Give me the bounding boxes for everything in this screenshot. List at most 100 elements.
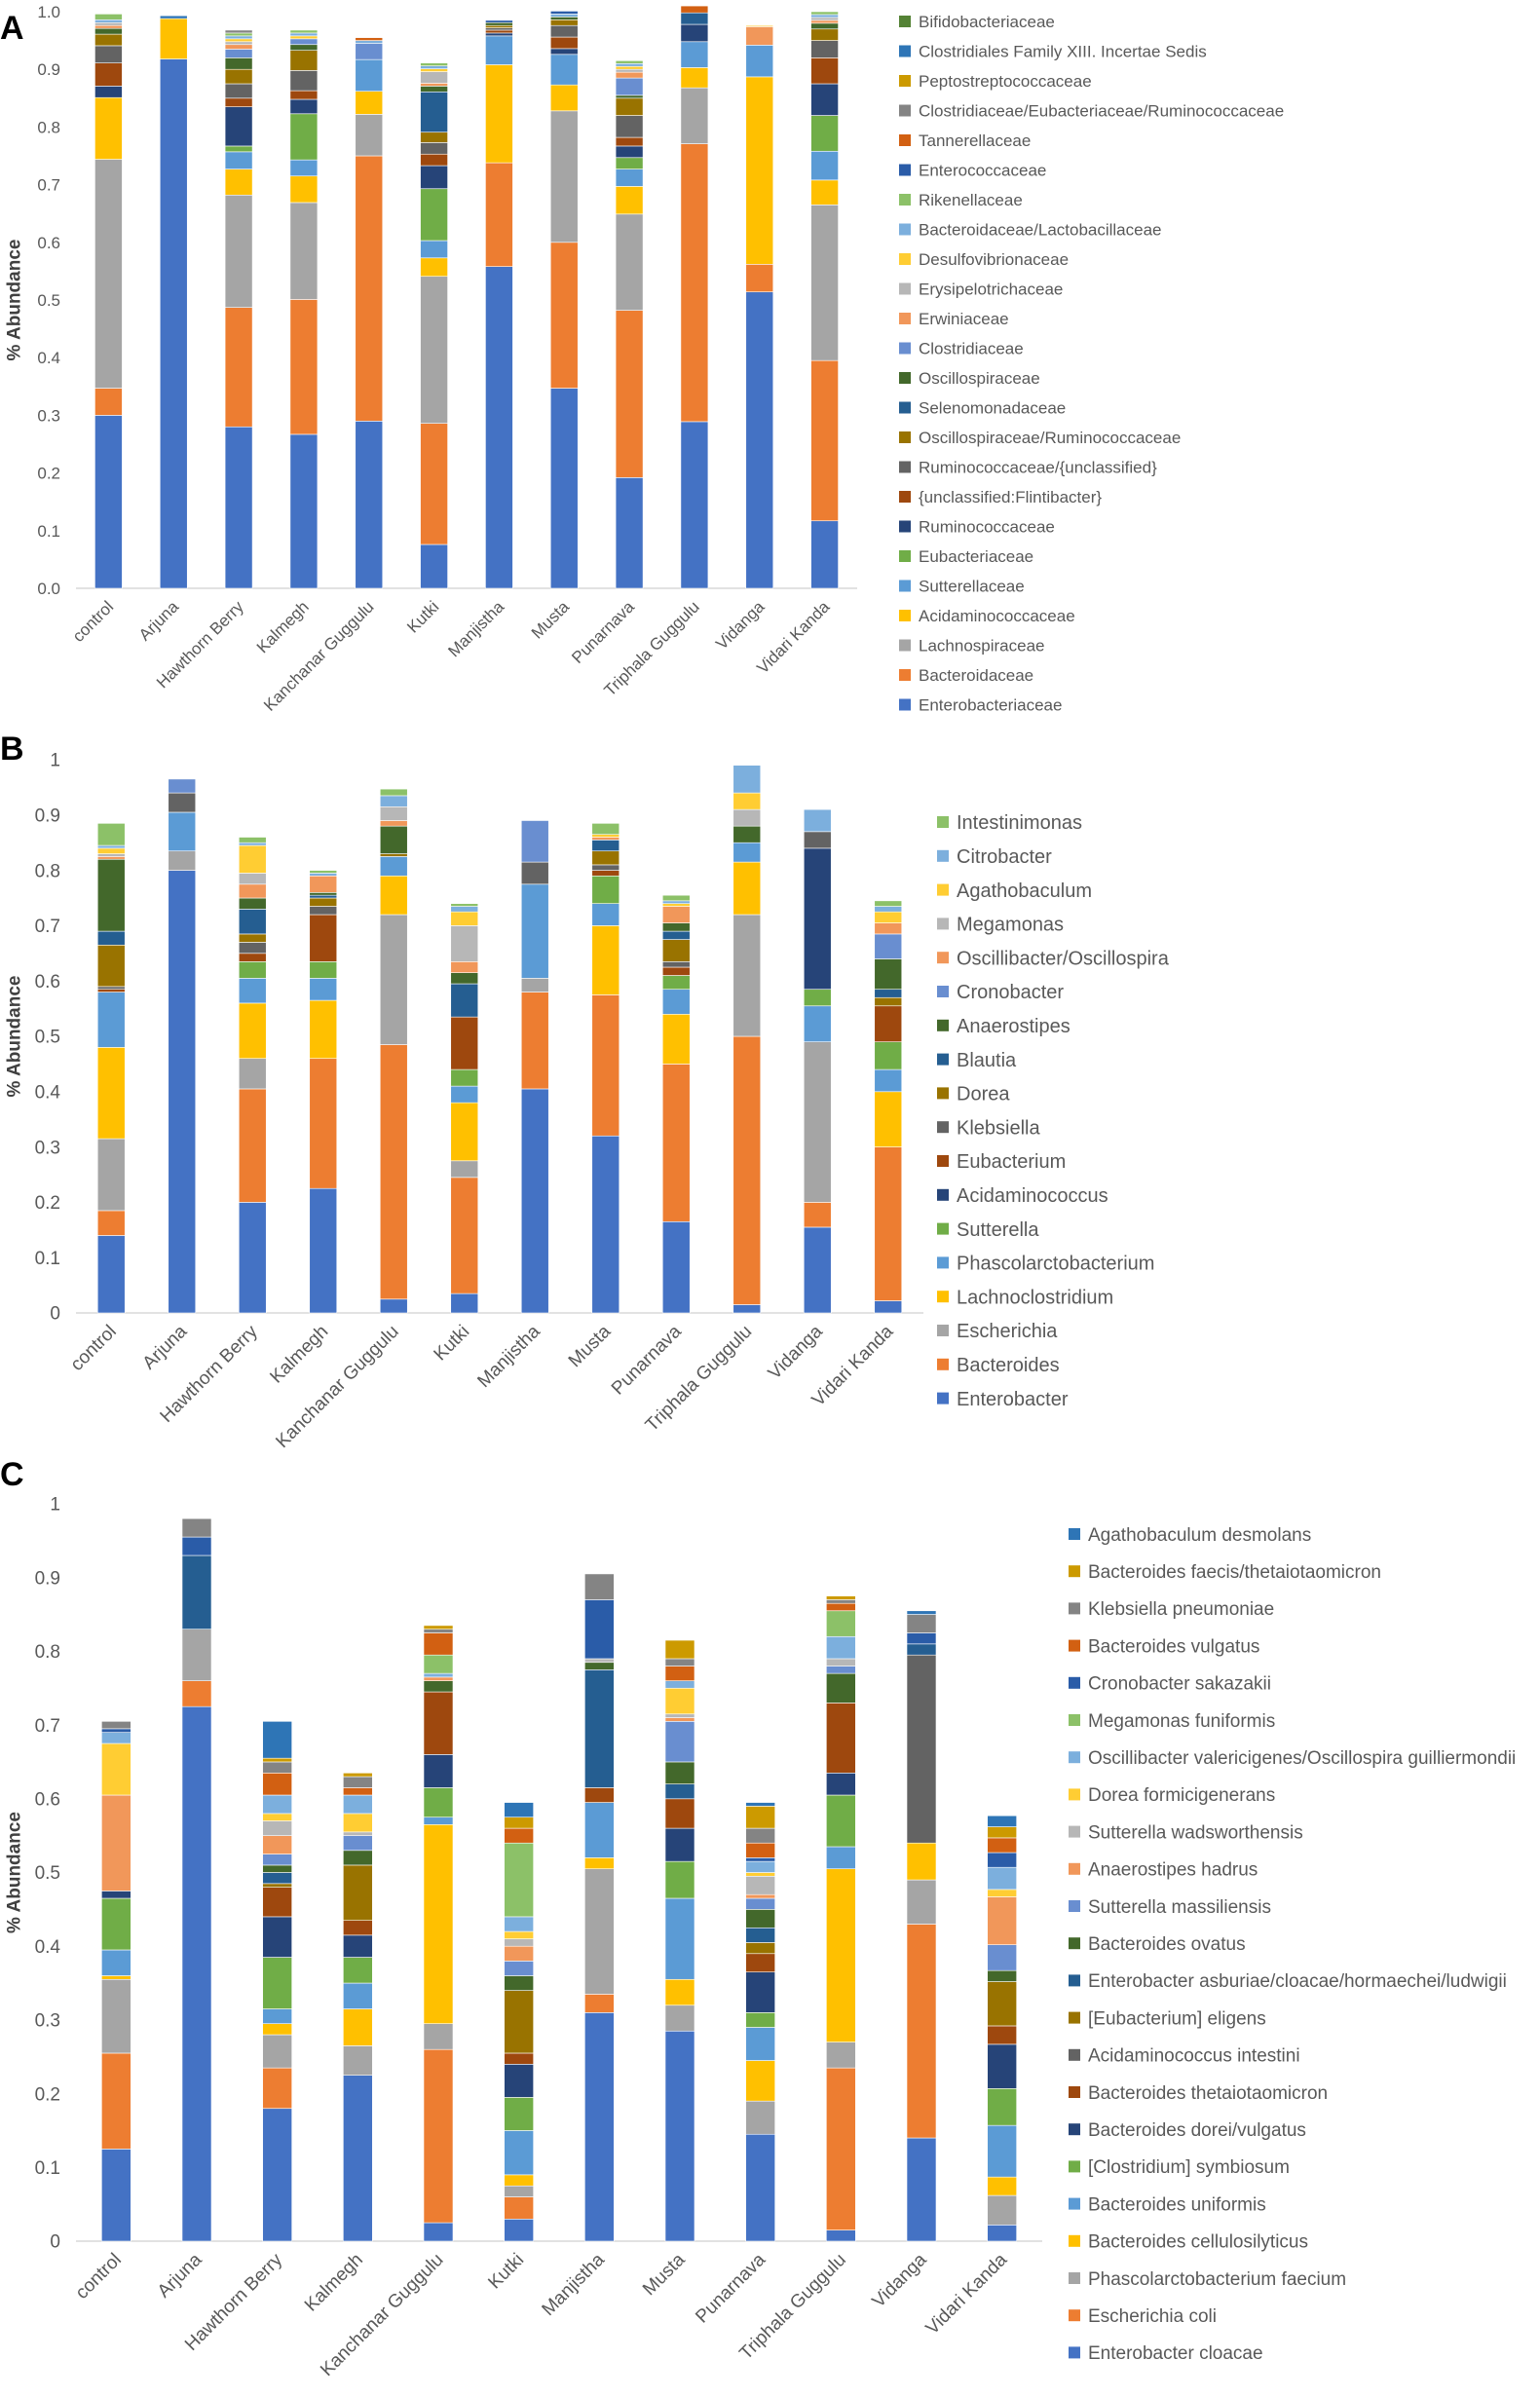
- panel-a-bar-manjistha-enterococcaceae: [485, 19, 513, 23]
- panel-a-legend-label-rikenellaceae: Rikenellaceae: [919, 191, 1023, 209]
- panel-b-x-tick-label: Punarnava: [608, 1321, 686, 1399]
- panel-c-bar-musta-dorea-formicigenerans: [664, 1687, 695, 1715]
- panel-b-x-tick-label: Manjistha: [473, 1321, 545, 1392]
- panel-b-bar-kanchanar-guggulu-escherichia: [379, 914, 408, 1045]
- panel-b-bar-manjistha-enterobacter: [520, 1088, 549, 1314]
- panel-a-bar-musta-bacteroidaceae: [549, 242, 579, 389]
- panel-c-legend-label-acidaminococcus-intestini: Acidaminococcus intestini: [1088, 2046, 1300, 2067]
- panel-c-bar-vidanga-phascolarctobacterium-faecium: [906, 1879, 937, 1925]
- panel-b-legend-label-enterobacter: Enterobacter: [957, 1389, 1069, 1410]
- panel-c-bar-hawthorn-berry-bacteroides-vulgatus: [262, 1773, 292, 1796]
- panel-a-legend-label-sutterellaceae: Sutterellaceae: [919, 578, 1025, 596]
- panel-a-bar-kutki-bacteroidaceae-lactobacillaceae: [420, 65, 448, 69]
- panel-a-bar-kalmegh-acidaminococcaceae: [289, 175, 319, 204]
- panel-a-legend-label-enterobacteriaceae: Enterobacteriaceae: [919, 696, 1062, 715]
- panel-c-legend-swatch-clostridium-symbiosum: [1069, 2160, 1080, 2173]
- panel-c-bar-arjuna-cronobacter-sakazakii: [181, 1536, 212, 1556]
- panel-c-legend-swatch-agathobaculum-desmolans: [1069, 1528, 1080, 1540]
- panel-c-bar-musta-sutterella-massiliensis: [664, 1721, 695, 1763]
- panel-c-bar-kutki-bacteroides-thetaiotaomicron: [504, 2052, 534, 2065]
- panel-a-bar-hawthorn-berry-oscillospiraceae-ruminococcaceae: [224, 68, 253, 85]
- panel-b-legend-label-eubacterium: Eubacterium: [957, 1151, 1066, 1173]
- panel-c-legend-label-bacteroides-dorei-vulgatus: Bacteroides dorei/vulgatus: [1088, 2120, 1306, 2141]
- panel-a-legend-label-clostridiales-family-xiii-incertae-sedis: Clostridiales Family XIII. Incertae Sedi…: [919, 43, 1207, 61]
- panel-c-bar-vidari-kanda-anaerostipes-hadrus: [987, 1896, 1017, 1945]
- panel-c-x-tick-label: Arjuna: [154, 2249, 207, 2302]
- panel-a-bar-vidari-kanda-eubacteriaceae: [810, 115, 839, 152]
- panel-a-legend-label-tannerellaceae: Tannerellaceae: [919, 131, 1031, 150]
- panel-b-bar-kutki-citrobacter: [450, 906, 479, 913]
- panel-a-legend-swatch-selenomonadaceae: [899, 401, 911, 414]
- panel-a-bar-punarnava-sutterellaceae: [615, 169, 644, 187]
- panel-c-bar-hawthorn-berry-klebsiella-pneumoniae: [262, 1761, 292, 1774]
- panel-a-bar-hawthorn-berry-oscillospiraceae: [224, 57, 253, 70]
- panel-c-bar-kalmegh-oscillibacter-valericigenes-oscillospira-guilliermondii: [343, 1794, 373, 1815]
- panel-c-legend-swatch-klebsiella-pneumoniae: [1069, 1602, 1080, 1615]
- panel-c-bar-kanchanar-guggulu-bacteroides-faecis-thetaiotaomicron: [423, 1625, 454, 1629]
- panel-a-bar-hawthorn-berry-rikenellaceae: [224, 32, 253, 37]
- panel-a-x-tick-label: Kutki: [403, 597, 442, 636]
- panel-a-legend-swatch-bifidobacteriaceae: [899, 16, 911, 27]
- panel-a-y-tick-label: 1.0: [37, 3, 60, 21]
- panel-a-y-tick-label: 0.6: [37, 234, 60, 252]
- panel-b-legend-swatch-blautia: [937, 1053, 949, 1066]
- panel-b-bar-manjistha-cronobacter: [520, 820, 549, 863]
- panel-b-bar-musta-sutterella: [591, 875, 620, 904]
- panel-c-legend-label-bacteroides-vulgatus: Bacteroides vulgatus: [1088, 1636, 1259, 1657]
- panel-b-legend-label-escherichia: Escherichia: [957, 1321, 1058, 1342]
- panel-c-chart: 0 0.1 0.2 0.3 0.4 0.5 0.6 0.7 0.8 0.9 1 % Abundance…: [5, 1495, 1517, 2380]
- panel-b-bar-punarnava-oscillibacter-oscillospira: [661, 906, 691, 923]
- panel-c-bar-control-oscillibacter-valericigenes-oscillospira-guilliermondii: [101, 1732, 131, 1744]
- panel-a-bar-punarnava-ruminococcaceae-unclassified: [615, 115, 644, 138]
- panel-b-x-tick-label: Kutki: [431, 1322, 474, 1366]
- panel-a-legend-label-selenomonadaceae: Selenomonadaceae: [919, 399, 1066, 418]
- panel-b-bar-arjuna-klebsiella: [168, 792, 197, 813]
- panel-c-bar-hawthorn-berry-enterobacter-cloacae: [262, 2108, 292, 2242]
- panel-a-bar-arjuna-clostridiales-family-xiii-incertae-sedis: [159, 15, 188, 19]
- panel-c-y-tick-label: 0.9: [35, 1568, 60, 1589]
- panel-c-bar-vidari-kanda-sutterella-massiliensis: [987, 1944, 1017, 1971]
- panel-c-bar-kutki-bacteroides-faecis-thetaiotaomicron: [504, 1816, 534, 1829]
- panel-a-bar-triphala-guggulu-lachnospiraceae: [680, 87, 709, 144]
- panel-b-bar-control-citrobacter: [96, 844, 126, 849]
- panel-c-bar-vidari-kanda-dorea-formicigenerans: [987, 1889, 1017, 1897]
- panel-c-bar-hawthorn-berry-sutterella-massiliensis: [262, 1854, 292, 1866]
- panel-b-bar-kanchanar-guggulu-dorea: [379, 853, 408, 857]
- panel-a-bar-punarnava-bacteroidaceae: [615, 310, 644, 478]
- panel-b-bar-punarnava-dorea: [661, 939, 691, 962]
- panel-b-bar-control-megamonas: [96, 853, 126, 857]
- panel-c-legend-label-oscillibacter-valericigenes-oscillospira-guilliermondii: Oscillibacter valericigenes/Oscillospira…: [1088, 1748, 1516, 1769]
- panel-a-bar-triphala-guggulu-acidaminococcaceae: [680, 67, 709, 89]
- panel-b-bar-punarnava-anaerostipes: [661, 922, 691, 932]
- panel-c-x-tick-label: Vidari Kanda: [922, 2249, 1012, 2339]
- panel-a-bar-manjistha-oscillospiraceae-ruminococcaceae: [485, 24, 513, 28]
- panel-b-bar-hawthorn-berry-intestinimonas: [238, 837, 267, 843]
- panel-a-legend-swatch-enterobacteriaceae: [899, 698, 911, 711]
- panel-c-bar-vidari-kanda-bacteroides-dorei-vulgatus: [987, 2043, 1017, 2089]
- panel-b-bar-kalmegh-lachnoclostridium: [309, 999, 338, 1060]
- panel-a-legend-swatch-rikenellaceae: [899, 194, 911, 206]
- panel-c-bar-kalmegh-clostridium-symbiosum: [343, 1957, 373, 1984]
- panel-a-bar-hawthorn-berry-erwiniaceae: [224, 44, 253, 50]
- panel-c-bar-punarnava-sutterella-massiliensis: [745, 1897, 775, 1910]
- panel-a-x-tick-label: Kalmegh: [253, 597, 313, 656]
- panel-c-bar-vidanga-cronobacter-sakazakii: [906, 1632, 937, 1645]
- panel-b-bar-kalmegh-sutterella: [309, 961, 338, 979]
- panel-b-bar-kanchanar-guggulu-intestinimonas: [379, 788, 408, 797]
- panel-c-bar-kanchanar-guggulu-bacteroides-cellulosilyticus: [423, 1823, 454, 2024]
- panel-a-legend-label-ruminococcaceae-unclassified: Ruminococcaceae/{unclassified}: [919, 459, 1157, 477]
- panel-c-bar-hawthorn-berry-oscillibacter-valericigenes-oscillospira-guilliermondii: [262, 1794, 292, 1815]
- panel-a-legend-swatch-eubacteriaceae: [899, 550, 911, 562]
- panel-a-bar-punarnava-clostridiaceae: [615, 77, 644, 96]
- panel-b-bar-control-enterobacter: [96, 1235, 126, 1314]
- panel-a-bar-kalmegh-bacteroidaceae-lactobacillaceae: [289, 32, 319, 37]
- panel-b-bar-hawthorn-berry-phascolarctobacterium: [238, 978, 267, 1004]
- panel-c-bar-control-cronobacter-sakazakii: [101, 1728, 131, 1733]
- panel-c-legend-label-bacteroides-ovatus: Bacteroides ovatus: [1088, 1934, 1246, 1955]
- panel-c-bar-kanchanar-guggulu-bacteroides-dorei-vulgatus: [423, 1754, 454, 1788]
- panel-c-bar-kalmegh-phascolarctobacterium-faecium: [343, 2045, 373, 2076]
- panel-c-bar-kutki-enterobacter-cloacae: [504, 2218, 534, 2242]
- panel-a-bar-musta-lachnospiraceae: [549, 110, 579, 243]
- panel-a-bar-vidari-kanda-acidaminococcaceae: [810, 179, 839, 206]
- panel-b-bar-vidari-kanda-agathobaculum: [874, 911, 903, 923]
